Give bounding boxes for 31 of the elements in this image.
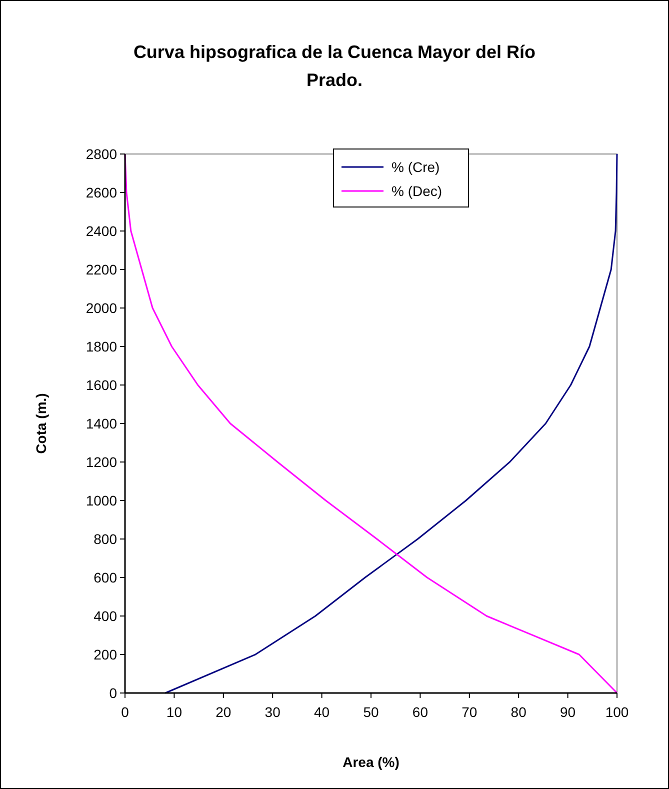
legend-label: % (Cre) [392,158,440,175]
y-tick-label: 2400 [86,222,118,239]
x-tick-label: 0 [121,704,130,720]
x-tick-label: 60 [412,704,428,720]
legend-label: % (Dec) [392,182,442,199]
x-tick-label: 70 [462,704,478,720]
x-tick-label: 30 [264,704,281,720]
y-tick-label: 200 [94,646,118,662]
y-tick-label: 0 [109,684,118,701]
y-tick-label: 2200 [86,261,118,278]
y-tick-label: 2600 [86,184,118,200]
x-tick-label: 40 [314,704,330,720]
x-tick-label: 10 [166,704,182,720]
y-tick-label: 1800 [86,338,118,354]
chart-title: Curva hipsografica de la Cuenca Mayor del Río Prado. [133,42,536,90]
y-tick-label: 2000 [86,300,118,316]
x-tick-label: 50 [363,704,379,720]
y-tick-label: 1000 [86,492,118,508]
y-tick-label: 1200 [86,454,118,470]
x-tick-label: 100 [605,704,629,720]
y-tick-label: 600 [94,569,118,586]
y-axis-title: Cota (m.) [33,393,49,454]
x-tick-label: 90 [560,704,576,720]
y-tick-label: 1600 [86,376,118,393]
y-tick-label: 2800 [86,146,118,162]
x-axis-title: Area (%) [342,754,400,770]
y-tick-label: 1400 [86,415,118,432]
x-tick-label: 80 [510,704,527,720]
x-tick-label: 20 [216,704,232,720]
y-tick-label: 400 [94,608,118,624]
y-tick-label: 800 [94,530,118,547]
